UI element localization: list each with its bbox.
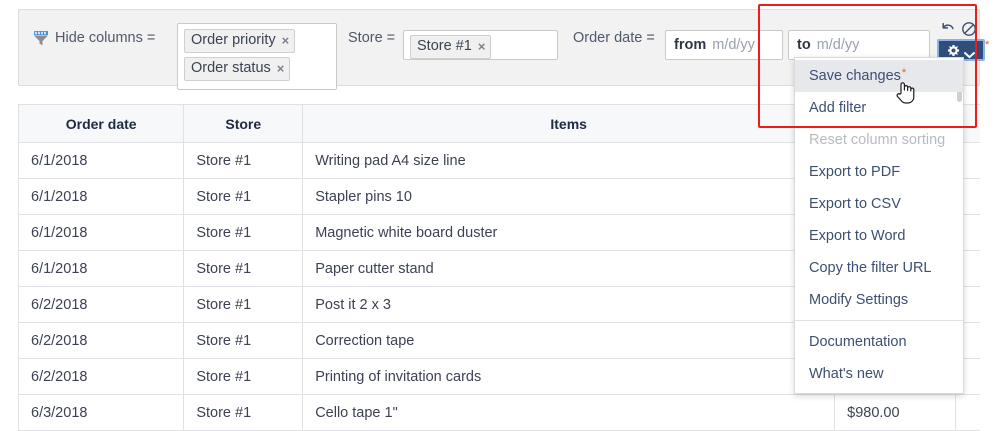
table-row[interactable]: 6/1/2018 Store #1 Writing pad A4 size li… — [19, 143, 980, 179]
token-remove-icon[interactable]: × — [477, 39, 486, 54]
menu-item-modify-settings[interactable]: Modify Settings — [795, 284, 963, 316]
filter-funnel-icon — [32, 29, 50, 47]
chevron-down-icon — [964, 46, 975, 59]
cell-store: Store #1 — [184, 395, 304, 430]
menu-item-label: Modify Settings — [809, 292, 909, 308]
store-input[interactable]: Store #1 × — [403, 30, 558, 60]
menu-item-whats-new[interactable]: What's new — [795, 358, 963, 390]
table-row[interactable]: 6/2/2018 Store #1 Printing of invitation… — [19, 359, 980, 395]
cell-store: Store #1 — [184, 251, 304, 286]
settings-dropdown-menu: Save changes* Add filter Reset column so… — [794, 57, 964, 394]
token-order-status[interactable]: Order status × — [184, 57, 291, 81]
cell-order-date: 6/3/2018 — [19, 395, 185, 430]
column-header-store[interactable]: Store — [184, 105, 304, 142]
cell-item: Stapler pins 10 — [303, 179, 836, 214]
menu-item-label: Documentation — [809, 334, 907, 350]
menu-item-label: Export to PDF — [809, 164, 901, 180]
cell-store: Store #1 — [184, 215, 304, 250]
from-placeholder: m/d/yy — [712, 37, 755, 53]
cell-store: Store #1 — [184, 287, 304, 322]
cell-order-date: 6/1/2018 — [19, 143, 185, 178]
column-header-items[interactable]: Items — [303, 105, 836, 142]
no-entry-icon[interactable] — [961, 21, 977, 37]
token-remove-icon[interactable]: × — [281, 33, 290, 48]
cell-order-date: 6/2/2018 — [19, 359, 185, 394]
store-label: Store = — [348, 30, 396, 46]
menu-separator — [795, 320, 963, 321]
menu-item-label: Export to CSV — [809, 196, 901, 212]
cell-item: Post it 2 x 3 — [303, 287, 836, 322]
menu-item-label: Add filter — [809, 100, 867, 116]
gear-icon — [947, 44, 960, 57]
menu-item-label: Export to Word — [809, 228, 906, 244]
order-date-to-input[interactable]: to m/d/yy — [788, 30, 930, 60]
cell-item: Cello tape 1" — [303, 395, 836, 430]
token-store-1[interactable]: Store #1 × — [410, 35, 492, 59]
column-header-order-date[interactable]: Order date — [19, 105, 185, 142]
menu-item-export-to-pdf[interactable]: Export to PDF — [795, 156, 963, 188]
cell-store: Store #1 — [184, 143, 304, 178]
hide-columns-input[interactable]: Order priority × Order status × — [177, 23, 337, 90]
cell-order-date: 6/1/2018 — [19, 215, 185, 250]
cell-order-date: 6/2/2018 — [19, 287, 185, 322]
menu-item-copy-filter-url[interactable]: Copy the filter URL — [795, 252, 963, 284]
cell-order-date: 6/2/2018 — [19, 323, 185, 358]
order-date-label: Order date = — [573, 30, 655, 46]
cell-store: Store #1 — [184, 323, 304, 358]
table-row[interactable]: 6/1/2018 Store #1 Paper cutter stand — [19, 251, 980, 287]
menu-item-label: Save changes — [809, 68, 901, 84]
table-row[interactable]: 6/3/2018 Store #1 Cello tape 1" $980.00 — [19, 395, 980, 431]
table-row[interactable]: 6/2/2018 Store #1 Post it 2 x 3 — [19, 287, 980, 323]
menu-item-label: Reset column sorting — [809, 132, 946, 148]
cell-item: Writing pad A4 size line — [303, 143, 836, 178]
cell-item: Magnetic white board duster — [303, 215, 836, 250]
menu-item-marker: * — [901, 67, 907, 79]
cell-order-date: 6/1/2018 — [19, 179, 185, 214]
filter-bar: Hide columns = Order priority × Order st… — [18, 9, 989, 90]
cell-item: Correction tape — [303, 323, 836, 358]
table-row[interactable]: 6/1/2018 Store #1 Stapler pins 10 — [19, 179, 980, 215]
cell-item: Printing of invitation cards — [303, 359, 836, 394]
menu-item-save-changes[interactable]: Save changes* — [795, 60, 963, 92]
to-prefix: to — [797, 37, 811, 53]
token-order-priority[interactable]: Order priority × — [184, 29, 296, 53]
token-label: Store #1 — [417, 38, 472, 54]
token-label: Order priority — [191, 32, 276, 48]
menu-item-export-to-word[interactable]: Export to Word — [795, 220, 963, 252]
to-placeholder: m/d/yy — [816, 37, 860, 53]
menu-item-documentation[interactable]: Documentation — [795, 326, 963, 358]
cell-extra — [956, 395, 980, 430]
mouse-cursor-pointer-icon — [894, 79, 916, 105]
cell-store: Store #1 — [184, 179, 304, 214]
table-row[interactable]: 6/1/2018 Store #1 Magnetic white board d… — [19, 215, 980, 251]
menu-item-reset-column-sorting: Reset column sorting — [795, 124, 963, 156]
hide-columns-label: Hide columns = — [55, 30, 156, 46]
unsaved-changes-marker: * — [985, 39, 990, 51]
cell-order-date: 6/1/2018 — [19, 251, 185, 286]
token-remove-icon[interactable]: × — [276, 61, 285, 76]
order-date-from-input[interactable]: from m/d/yy — [665, 30, 783, 60]
cell-store: Store #1 — [184, 359, 304, 394]
token-label: Order status — [191, 60, 271, 76]
from-prefix: from — [674, 37, 707, 53]
menu-item-export-to-csv[interactable]: Export to CSV — [795, 188, 963, 220]
menu-item-add-filter[interactable]: Add filter — [795, 92, 963, 124]
menu-item-label: What's new — [809, 366, 884, 382]
table-row[interactable]: 6/2/2018 Store #1 Correction tape — [19, 323, 980, 359]
cell-item: Paper cutter stand — [303, 251, 836, 286]
cell-price: $980.00 — [835, 395, 956, 430]
menu-item-label: Copy the filter URL — [809, 260, 932, 276]
undo-icon[interactable] — [940, 21, 956, 37]
